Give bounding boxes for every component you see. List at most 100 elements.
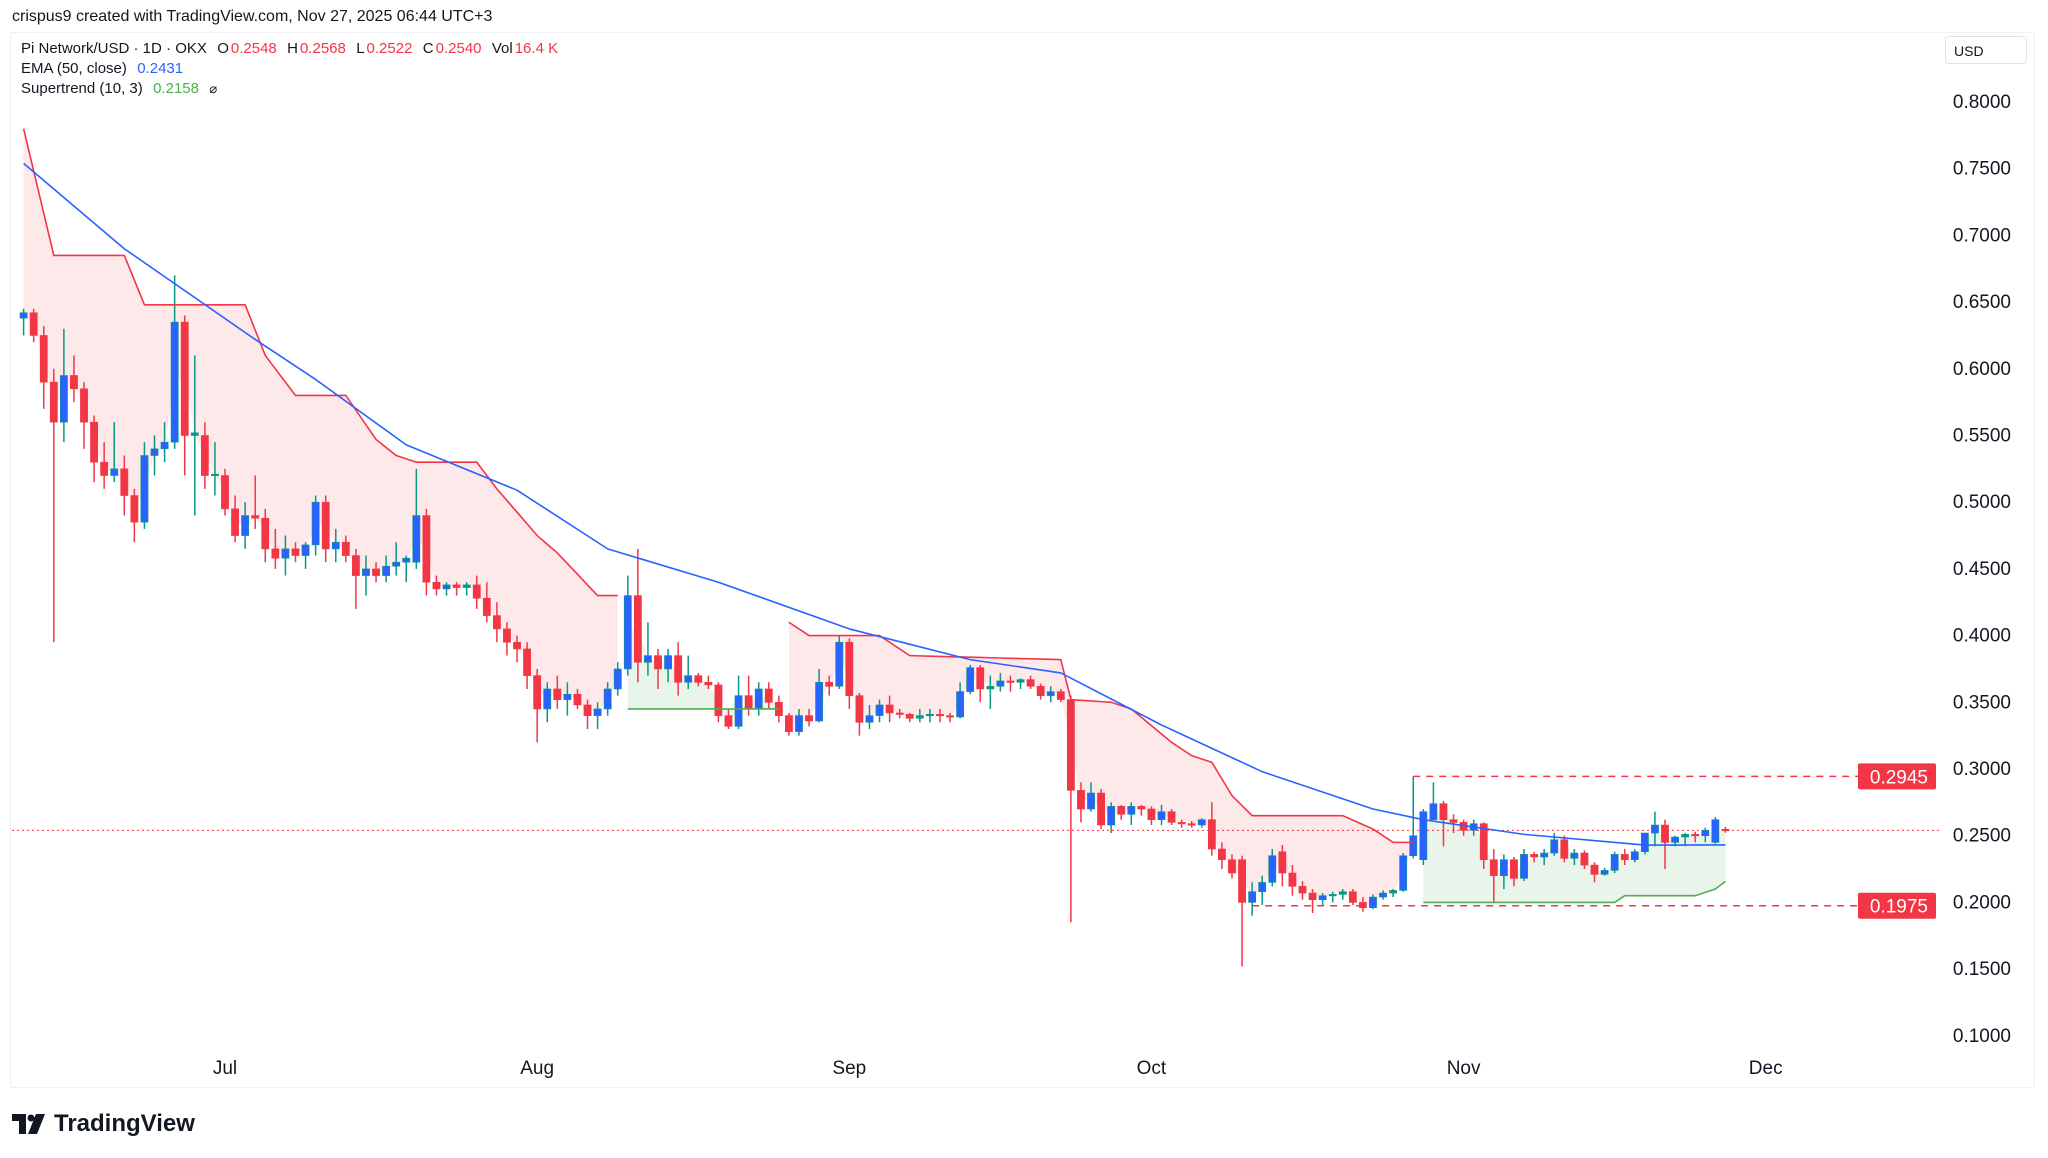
brand-name: TradingView (54, 1110, 195, 1137)
x-tick-label: Sep (832, 1058, 866, 1079)
candle (865, 704, 874, 729)
candle (1701, 827, 1710, 843)
candle (1711, 817, 1720, 844)
candle (352, 548, 360, 609)
candle (925, 708, 934, 723)
candle (432, 575, 441, 596)
candle-body (59, 375, 68, 423)
ema-legend[interactable]: EMA (50, close) 0.2431 (21, 60, 185, 77)
y-tick-label: 0.6500 (1953, 292, 2011, 313)
candle (70, 355, 78, 403)
supertrend-fills (23, 128, 1726, 906)
symbol-name: Pi Network/USD · 1D · OKX (21, 40, 207, 57)
candle-body (1399, 855, 1408, 891)
candle-body (432, 581, 441, 590)
candle-body (613, 668, 622, 690)
candle (1590, 862, 1599, 883)
candle-body (1026, 679, 1035, 687)
price-label: 0.1975 (1870, 897, 1928, 918)
candle (1439, 801, 1448, 847)
candle-body (1651, 824, 1659, 834)
candle (1429, 782, 1438, 820)
candle (654, 648, 662, 689)
candle-body (1308, 892, 1317, 901)
candle-body (915, 715, 924, 719)
candle (1298, 881, 1307, 900)
candle-body (1711, 819, 1720, 843)
candle-body (795, 715, 803, 732)
candle-body (845, 641, 854, 696)
ema-label: EMA (50, close) (21, 60, 127, 77)
candle (1520, 849, 1528, 882)
candle (1318, 893, 1327, 906)
candle-body (1379, 892, 1387, 898)
currency-button[interactable]: USD (1945, 36, 2027, 64)
candle (90, 415, 98, 483)
candle (1187, 821, 1196, 828)
candle-body (835, 641, 844, 687)
supertrend-legend[interactable]: Supertrend (10, 3) 0.2158 ⌀ (21, 80, 219, 97)
candle-body (392, 561, 401, 567)
candle-body (120, 468, 129, 496)
candle (442, 582, 451, 596)
candle (785, 712, 793, 736)
candle-body (49, 381, 58, 423)
horizontal-lines (12, 775, 1940, 907)
candle-body (1197, 819, 1206, 826)
candle-body (805, 715, 813, 722)
candle (29, 308, 38, 343)
candle-body (442, 584, 451, 590)
y-tick-label: 0.7500 (1953, 159, 2011, 180)
candle-body (362, 568, 370, 576)
candle (875, 699, 884, 723)
candle-body (190, 432, 199, 436)
candle (623, 575, 632, 676)
candle-body (1127, 806, 1136, 815)
symbol-legend[interactable]: Pi Network/USD · 1D · OKX O 0.2548 H 0.256… (21, 40, 560, 57)
candle-body (825, 681, 834, 687)
supertrend-line-down (22, 128, 618, 597)
candle (1046, 686, 1055, 703)
candle-body (1117, 806, 1126, 815)
candle (482, 582, 491, 623)
candle-body (1348, 891, 1357, 903)
candle (1369, 894, 1377, 910)
candle-body (90, 421, 98, 463)
candle-body (895, 712, 904, 715)
high-label: H (287, 40, 298, 57)
candle-body (785, 715, 793, 732)
candle (1248, 882, 1257, 916)
candle-body (563, 693, 572, 700)
candle-body (1530, 854, 1538, 858)
candle-body (986, 685, 995, 690)
candle-body (956, 691, 965, 718)
candle (1077, 782, 1085, 823)
candle (190, 355, 199, 516)
candle-body (1510, 859, 1518, 879)
candle-body (1580, 852, 1589, 866)
hidden-eye-icon[interactable]: ⌀ (209, 81, 218, 96)
candle-body (1520, 854, 1528, 879)
candle-body (1610, 854, 1619, 871)
candle (1197, 818, 1206, 828)
candle (1419, 809, 1428, 866)
y-tick-label: 0.5500 (1953, 426, 2011, 447)
candle (1510, 857, 1518, 887)
candle (472, 575, 481, 609)
candle (1207, 802, 1216, 856)
candle (1147, 806, 1156, 826)
candle-body (1157, 811, 1166, 820)
candle-body (402, 557, 411, 563)
candle (764, 682, 773, 709)
candle (684, 655, 693, 689)
candle-body (533, 675, 542, 710)
candle-body (150, 448, 159, 456)
supertrend-line-up (1423, 880, 1726, 904)
tradingview-logo[interactable]: TradingView (12, 1110, 195, 1138)
candle (1016, 678, 1025, 689)
y-tick-label: 0.5000 (1953, 492, 2011, 513)
candle-body (1479, 823, 1488, 861)
candle-body (513, 641, 521, 650)
candle (1036, 683, 1045, 700)
